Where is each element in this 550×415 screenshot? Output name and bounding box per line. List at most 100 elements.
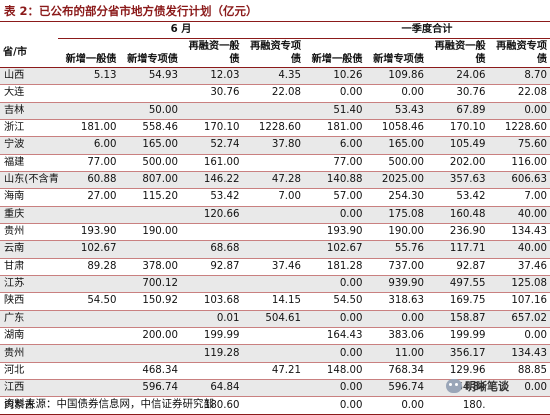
value-cell: 134.43 [488,344,550,363]
value-cell: 68.68 [181,240,243,259]
value-cell: 1058.46 [365,119,428,138]
header-col: 再融资一般债 [427,38,489,68]
value-cell [242,206,305,224]
value-cell: 54.50 [58,292,120,311]
value-cell: 55.76 [365,240,428,259]
value-cell [181,275,243,294]
region-cell: 湖南 [0,327,58,346]
value-cell: 181.28 [304,258,366,276]
value-cell: 193.90 [304,223,366,242]
value-cell [58,327,120,346]
header-col: 再融资专项债 [242,38,305,68]
value-cell [242,223,305,242]
value-cell: 158.87 [427,310,489,329]
value-cell: 1228.60 [242,119,305,138]
table-row: 海南 27.00 115.20 53.42 7.00 57.00 254.30 53.42 7.… [0,188,550,207]
value-cell [119,206,181,224]
table-row: 重庆 120.66 0.00 175.08 160.48 40.00 [0,206,550,224]
table-row: 大连 30.76 22.08 0.00 0.00 30.76 22.08 [0,84,550,103]
value-cell: 52.74 [181,136,243,155]
value-cell: 146.22 [181,171,243,190]
value-cell: 27.00 [58,188,120,207]
table-row: 云南 102.67 68.68 102.67 55.76 117.71 40.00 [0,240,550,259]
source-note: 资料来源：中国债券信息网，中信证券研究部 [4,398,214,410]
region-cell: 江苏 [0,275,58,294]
value-cell: 7.00 [242,188,305,207]
value-cell: 1228.60 [488,119,550,138]
value-cell [242,379,305,398]
value-cell: 30.76 [181,84,243,103]
table-row: 山西 5.13 54.93 12.03 4.35 10.26 109.86 24.06 8.70 [0,67,550,86]
value-cell [119,240,181,259]
wechat-logo-icon [446,379,462,393]
value-cell: 165.00 [119,136,181,155]
region-cell: 贵州 [0,344,58,363]
value-cell: 558.46 [119,119,181,138]
value-cell: 497.55 [427,275,489,294]
region-cell: 吉林 [0,102,58,120]
table-row: 福建 77.00 500.00 161.00 77.00 500.00 202.00 116.… [0,154,550,172]
value-cell: 24.06 [427,67,489,86]
value-cell: 657.02 [488,310,550,329]
value-cell: 102.67 [304,240,366,259]
value-cell: 202.00 [427,154,489,172]
value-cell: 190.00 [119,223,181,242]
value-cell: 200.00 [119,327,181,346]
value-cell: 0.00 [365,84,428,103]
value-cell: 148.00 [304,362,366,381]
value-cell: 47.28 [242,171,305,190]
value-cell: 64.84 [181,379,243,398]
value-cell: 117.71 [427,240,489,259]
value-cell: 140.88 [304,171,366,190]
value-cell: 357.63 [427,171,489,190]
value-cell [58,344,120,363]
value-cell: 40.00 [488,206,550,224]
value-cell: 89.28 [58,258,120,276]
header-col: 新增专项债 [119,38,181,68]
value-cell: 0.00 [365,396,428,415]
value-cell: 115.20 [119,188,181,207]
value-cell: 105.49 [427,136,489,155]
value-cell: 40.00 [488,240,550,259]
region-cell: 山西 [0,67,58,86]
value-cell: 37.46 [242,258,305,276]
table-row: 浙江 181.00 558.46 170.10 1228.60 181.00 1058.46… [0,119,550,138]
value-cell: 0.00 [304,84,366,103]
table-row: 江西 596.74 64.84 0.00 596.74 64.84 0.00 [0,379,550,398]
table-row: 贵州 193.90 190.00 193.90 190.00 236.90 134.43 [0,223,550,242]
value-cell: 53.42 [427,188,489,207]
table-row: 广东 0.01 504.61 0.00 0.00 158.87 657.02 [0,310,550,329]
value-cell: 0.00 [304,310,366,329]
value-cell [58,84,120,103]
value-cell [242,327,305,346]
value-cell: 109.86 [365,67,428,86]
value-cell: 51.40 [304,102,366,120]
value-cell: 47.21 [242,362,305,381]
value-cell: 596.74 [365,379,428,398]
value-cell: 180. [427,396,489,415]
value-cell: 53.42 [181,188,243,207]
value-cell: 500.00 [365,154,428,172]
value-cell [242,275,305,294]
value-cell: 199.99 [181,327,243,346]
table-row: 宁波 6.00 165.00 52.74 37.80 6.00 165.00 105.49 75… [0,136,550,155]
value-cell: 150.92 [119,292,181,311]
value-cell: 160.48 [427,206,489,224]
value-cell: 119.28 [181,344,243,363]
value-cell: 170.10 [427,119,489,138]
value-cell: 77.00 [58,154,120,172]
watermark: 明晰笔谈 [446,376,546,396]
region-cell: 海南 [0,188,58,207]
header-col: 再融资专项债 [488,38,550,68]
header-col: 新增专项债 [365,38,428,68]
value-cell: 236.90 [427,223,489,242]
value-cell: 103.68 [181,292,243,311]
value-cell [181,362,243,381]
value-cell: 0.00 [304,275,366,294]
value-cell: 169.75 [427,292,489,311]
value-cell: 2025.00 [365,171,428,190]
value-cell: 181.00 [304,119,366,138]
value-cell: 0.00 [488,379,550,398]
table-title: 表 2：已公布的部分省市地方债发行计划（亿元） [4,4,258,18]
value-cell: 22.08 [242,84,305,103]
